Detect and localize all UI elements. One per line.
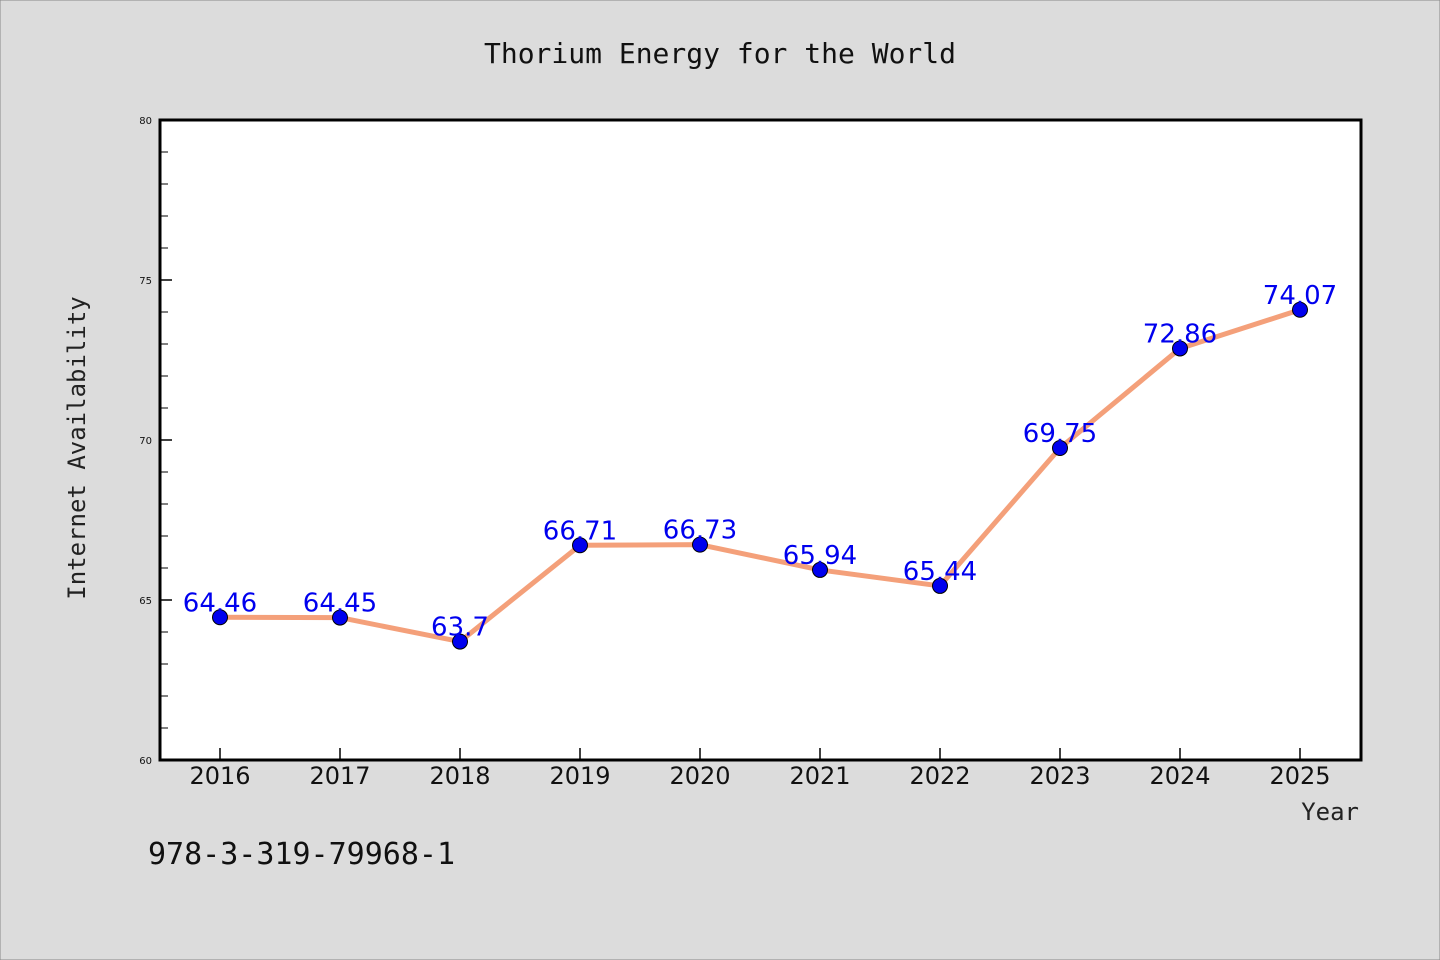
data-point bbox=[1172, 340, 1188, 357]
data-label: 63.7 bbox=[431, 613, 489, 643]
x-tick-label: 2017 bbox=[309, 762, 370, 790]
data-label: 74.07 bbox=[1263, 281, 1337, 311]
x-tick-label: 2023 bbox=[1029, 762, 1090, 790]
data-label: 65.94 bbox=[783, 541, 857, 571]
x-tick-label: 2024 bbox=[1149, 762, 1210, 790]
data-label: 66.73 bbox=[663, 516, 737, 546]
footer-isbn: 978-3-319-79968-1 bbox=[148, 837, 455, 872]
y-tick-label: 80 bbox=[139, 116, 152, 127]
data-label: 69.75 bbox=[1023, 419, 1097, 449]
x-tick-label: 2018 bbox=[429, 762, 490, 790]
x-tick-label: 2022 bbox=[909, 762, 970, 790]
data-point bbox=[212, 609, 228, 626]
y-tick-label: 60 bbox=[139, 756, 152, 767]
data-labels: 64.46 64.45 63.7 66.71 66.73 65.94 65.44 69.75 7… bbox=[183, 281, 1337, 643]
data-point bbox=[692, 536, 708, 553]
plot-frame bbox=[158, 118, 1363, 762]
data-point bbox=[932, 577, 948, 594]
plot-area bbox=[160, 120, 1361, 760]
series-markers bbox=[212, 301, 1308, 650]
data-point bbox=[452, 633, 468, 650]
y-tick-label: 70 bbox=[139, 436, 152, 447]
data-point bbox=[812, 561, 828, 578]
data-point bbox=[332, 609, 348, 626]
chart-title: Thorium Energy for the World bbox=[484, 37, 956, 70]
data-point bbox=[572, 537, 588, 554]
data-label: 64.46 bbox=[183, 588, 257, 618]
x-axis-ticks: 2016 2017 2018 2019 2020 2021 2022 2023 2024 2025 bbox=[189, 748, 1331, 790]
data-point bbox=[1292, 301, 1308, 318]
series-line bbox=[219, 307, 1301, 645]
x-tick-label: 2016 bbox=[189, 762, 250, 790]
x-tick-label: 2019 bbox=[549, 762, 610, 790]
data-label: 66.71 bbox=[543, 516, 617, 546]
y-axis-label: Internet Availability bbox=[63, 296, 91, 599]
x-tick-label: 2020 bbox=[669, 762, 730, 790]
data-label: 64.45 bbox=[303, 589, 377, 619]
x-axis-label: Year bbox=[1301, 798, 1359, 826]
data-label: 72.86 bbox=[1143, 319, 1217, 349]
y-tick-label: 65 bbox=[139, 596, 152, 607]
x-tick-label: 2025 bbox=[1269, 762, 1330, 790]
x-tick-label: 2021 bbox=[789, 762, 850, 790]
data-label: 65.44 bbox=[903, 557, 977, 587]
data-point bbox=[1052, 440, 1068, 456]
y-tick-label: 75 bbox=[139, 276, 152, 287]
